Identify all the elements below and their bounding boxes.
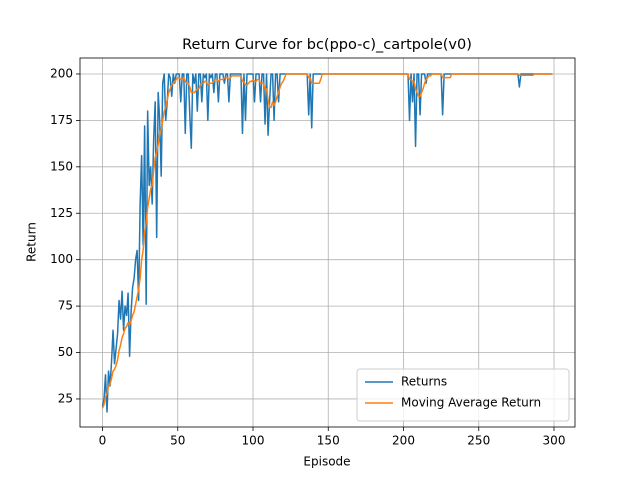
x-tick-label: 50 xyxy=(170,434,185,448)
x-tick-label: 100 xyxy=(242,434,265,448)
y-tick-label: 175 xyxy=(50,113,73,127)
plot-frame xyxy=(79,57,576,428)
x-axis-label: Episode xyxy=(303,455,350,469)
y-tick-label: 200 xyxy=(50,66,73,80)
series-line xyxy=(101,73,553,409)
y-tick-label: 75 xyxy=(58,299,73,313)
x-tick-label: 0 xyxy=(99,434,107,448)
y-tick-label: 100 xyxy=(50,252,73,266)
y-tick-label: 50 xyxy=(58,345,73,359)
x-tick-label: 150 xyxy=(317,434,340,448)
y-tick-label: 125 xyxy=(50,206,73,220)
x-tick-label: 200 xyxy=(392,434,415,448)
legend-label: Moving Average Return xyxy=(401,396,541,410)
y-tick-label: 25 xyxy=(58,391,73,405)
y-tick-label: 150 xyxy=(50,159,73,173)
legend-box xyxy=(356,368,570,422)
y-axis-label: Return xyxy=(25,222,39,262)
x-tick-label: 250 xyxy=(467,434,490,448)
legend-label: Returns xyxy=(401,375,447,389)
x-tick-label: 300 xyxy=(543,434,566,448)
chart-title: Return Curve for bc(ppo-c)_cartpole(v0) xyxy=(182,37,472,53)
series-line xyxy=(101,73,553,413)
